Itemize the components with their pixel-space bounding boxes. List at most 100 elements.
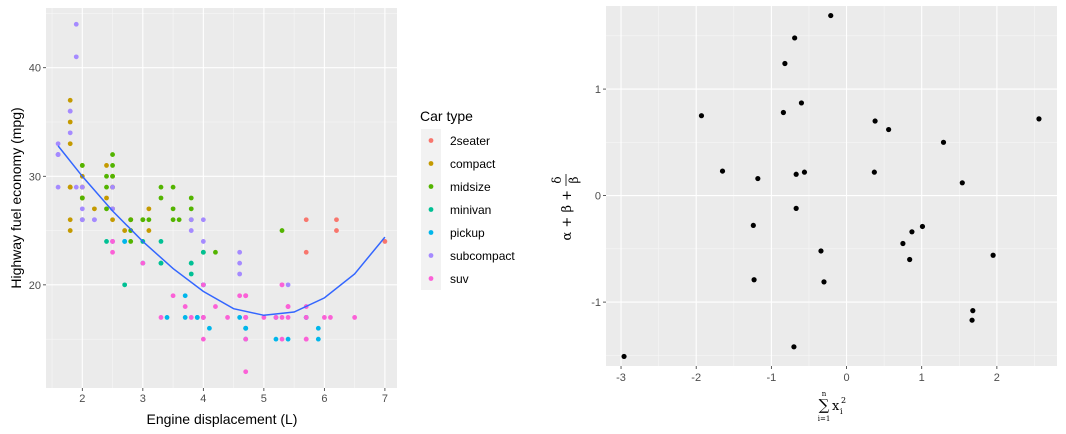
point-subcompact [73, 54, 79, 60]
x-tick-label: -3 [616, 372, 626, 384]
point [959, 180, 965, 186]
point-suv [303, 315, 309, 320]
legend-swatch-pickup [428, 230, 434, 235]
point [886, 126, 892, 133]
y-math-lhs: α + β + [560, 190, 575, 240]
point-subcompact [79, 217, 85, 223]
point-midsize [158, 195, 164, 201]
point-pickup [315, 325, 321, 331]
point [801, 169, 808, 175]
point-subcompact [67, 108, 73, 114]
point-suv [243, 336, 249, 342]
point-midsize [104, 173, 109, 179]
legend-label-suv: suv [450, 272, 469, 286]
point-midsize [188, 195, 194, 201]
point-midsize [146, 217, 152, 223]
point [969, 317, 975, 323]
point-minivan [122, 282, 128, 288]
point [909, 229, 915, 235]
y-math-numerator: δ [550, 176, 564, 183]
point-midsize [170, 217, 176, 223]
point-suv [158, 315, 164, 320]
y-tick-label: 1 [595, 84, 601, 96]
point-suv [200, 282, 206, 288]
x-math-variable: x [832, 399, 840, 414]
point-midsize [104, 184, 109, 190]
point-suv [188, 315, 194, 320]
x-tick-label: -1 [766, 372, 776, 384]
point-suv [285, 304, 291, 309]
point-subcompact [200, 239, 206, 244]
point [1036, 116, 1042, 122]
point-compact [122, 228, 128, 233]
point-subcompact [79, 184, 85, 190]
legend-label-midsize: midsize [450, 180, 491, 194]
point-midsize [128, 217, 134, 223]
point-midsize [279, 228, 285, 233]
point [793, 205, 799, 211]
point-suv [200, 315, 206, 320]
point-suv [140, 260, 146, 266]
legend-swatch-minivan [428, 207, 434, 212]
point-compact [67, 217, 73, 223]
point-suv [279, 336, 285, 342]
point-suv [352, 315, 358, 320]
x-tick-label: -2 [691, 372, 701, 384]
point-subcompact [200, 217, 206, 223]
right-gridlines [606, 6, 1057, 366]
point-midsize [110, 173, 115, 179]
point-minivan [158, 239, 164, 244]
point-pickup [206, 325, 212, 331]
point-pickup [243, 325, 249, 331]
right-x-axis-title: n ∑ i=1 x i 2 [818, 390, 846, 423]
point-subcompact [188, 228, 194, 233]
y-tick-label: 0 [595, 191, 601, 203]
x-tick-label: 7 [382, 393, 388, 405]
x-math-lower: i=1 [818, 415, 831, 423]
point [907, 256, 913, 263]
y-tick-label: -1 [591, 297, 601, 309]
point-suv [261, 315, 267, 320]
point-suv [321, 315, 327, 320]
point-suv [279, 315, 285, 320]
point-pickup [315, 336, 321, 342]
point-suv [273, 315, 279, 320]
left-data-points [55, 21, 388, 375]
point-subcompact [237, 260, 243, 266]
point-subcompact [285, 282, 291, 288]
point [872, 118, 878, 124]
y-tick-label: 30 [29, 171, 41, 183]
point [970, 308, 976, 314]
point-compact [110, 217, 115, 223]
point-suv [243, 369, 249, 375]
x-math-subscript: i [840, 407, 843, 416]
point [791, 344, 797, 350]
y-tick-label: 20 [29, 280, 41, 292]
point-compact [92, 206, 97, 212]
point-2seater [334, 217, 339, 223]
point-suv [243, 315, 249, 320]
point-2seater [334, 228, 339, 233]
point-midsize [213, 249, 218, 255]
point-compact [67, 228, 73, 233]
point-subcompact [188, 217, 194, 223]
x-math-upper: n [822, 390, 827, 398]
point-pickup [237, 315, 243, 320]
point-subcompact [79, 206, 85, 212]
point [750, 222, 756, 229]
left-x-axis-title: Engine displacement (L) [147, 411, 298, 427]
point [621, 353, 627, 360]
legend-label-minivan: minivan [450, 203, 491, 217]
legend-label-compact: compact [450, 157, 496, 171]
point-midsize [128, 239, 134, 244]
point [821, 279, 827, 285]
point-suv [110, 249, 115, 255]
point-2seater [303, 217, 309, 223]
y-math-denominator: β [567, 176, 581, 183]
point-suv [110, 239, 115, 244]
point-midsize [110, 163, 115, 168]
point-midsize [79, 163, 85, 168]
point [719, 168, 726, 174]
point-2seater [303, 249, 309, 255]
